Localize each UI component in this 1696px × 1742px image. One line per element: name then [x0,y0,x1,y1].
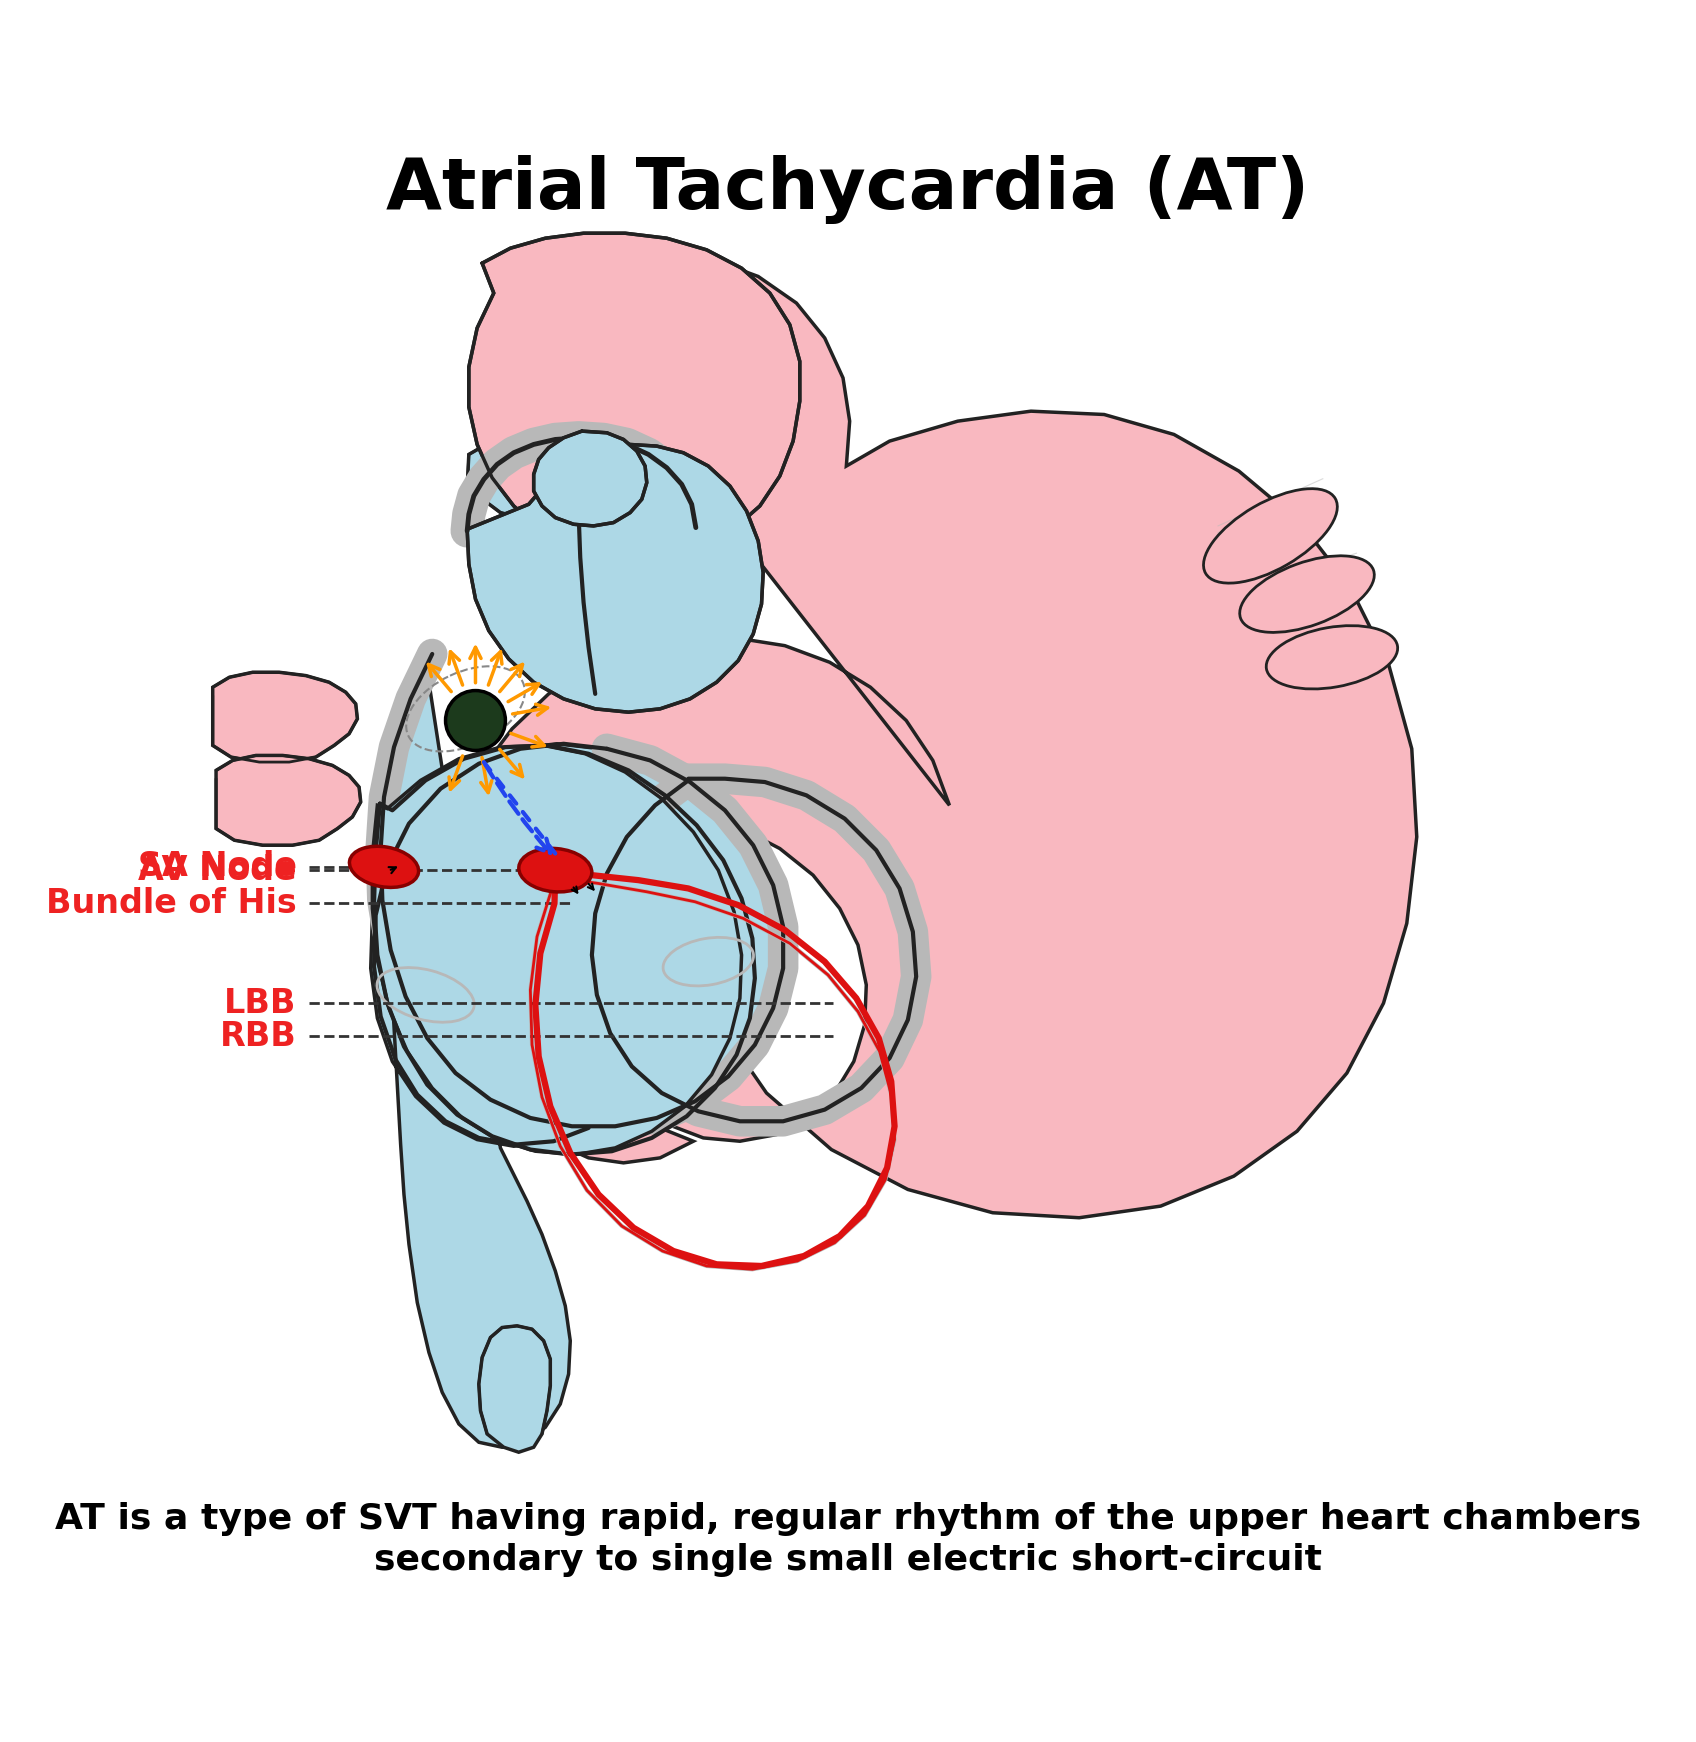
Polygon shape [371,660,777,1448]
Polygon shape [443,251,1416,1218]
Circle shape [446,690,505,751]
Text: LBB: LBB [224,986,297,1019]
Ellipse shape [1240,556,1374,632]
Polygon shape [478,1326,550,1453]
Polygon shape [621,247,663,434]
Text: secondary to single small electric short-circuit: secondary to single small electric short… [375,1543,1321,1577]
Text: AT is a type of SVT having rapid, regular rhythm of the upper heart chambers: AT is a type of SVT having rapid, regula… [54,1502,1642,1536]
Text: RBB: RBB [220,1021,297,1052]
Polygon shape [466,444,763,712]
Polygon shape [543,247,583,430]
Text: Bundle of His: Bundle of His [46,887,297,920]
Text: Atrial Tachycardia (AT): Atrial Tachycardia (AT) [387,155,1309,225]
Polygon shape [534,430,646,526]
Ellipse shape [1267,625,1398,690]
Polygon shape [466,430,650,521]
Polygon shape [215,756,361,845]
Ellipse shape [519,848,592,892]
Polygon shape [212,672,358,761]
Text: SA Node: SA Node [137,850,297,883]
Polygon shape [468,233,801,559]
Polygon shape [373,746,741,1155]
Text: AV Node: AV Node [137,854,297,887]
Ellipse shape [1204,490,1338,584]
Ellipse shape [349,847,419,887]
